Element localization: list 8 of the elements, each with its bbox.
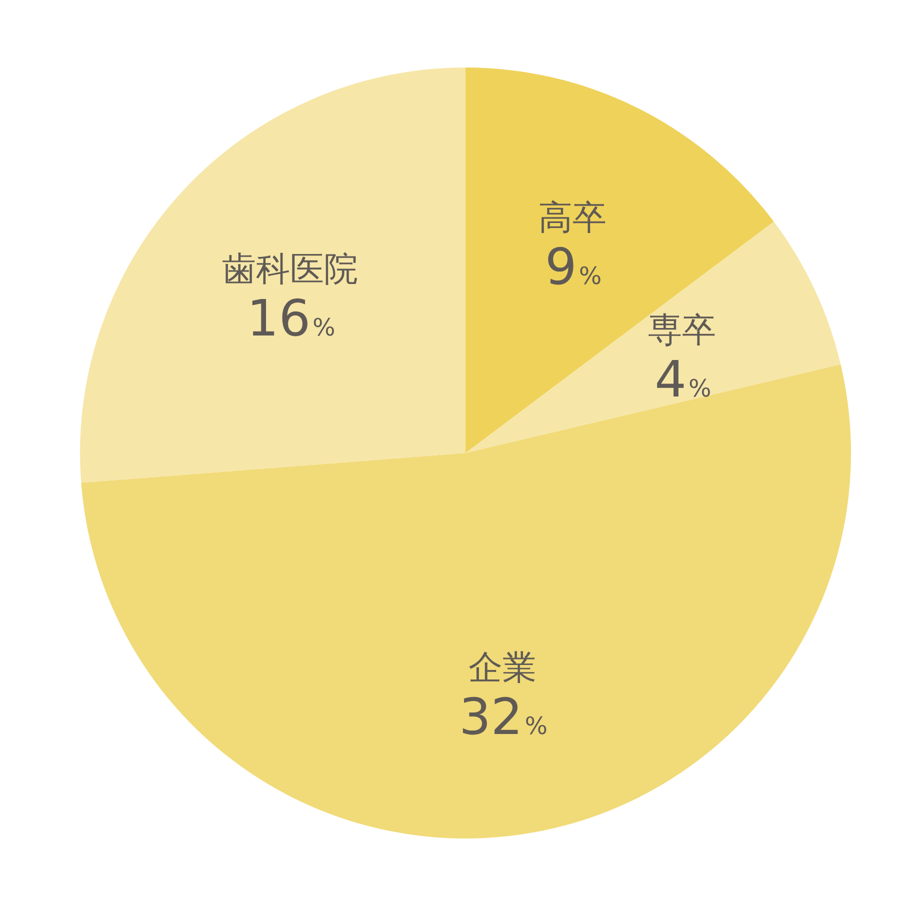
slice-label: 高卒	[538, 198, 606, 238]
data-label: 16%	[246, 290, 336, 348]
slice-label: 専卒	[648, 310, 716, 351]
slice-label: 企業	[468, 648, 536, 688]
slice-label: 歯科医院	[222, 250, 358, 290]
data-label: 32%	[459, 688, 548, 746]
data-label: 9%	[545, 238, 602, 296]
data-label: 4%	[654, 350, 712, 409]
